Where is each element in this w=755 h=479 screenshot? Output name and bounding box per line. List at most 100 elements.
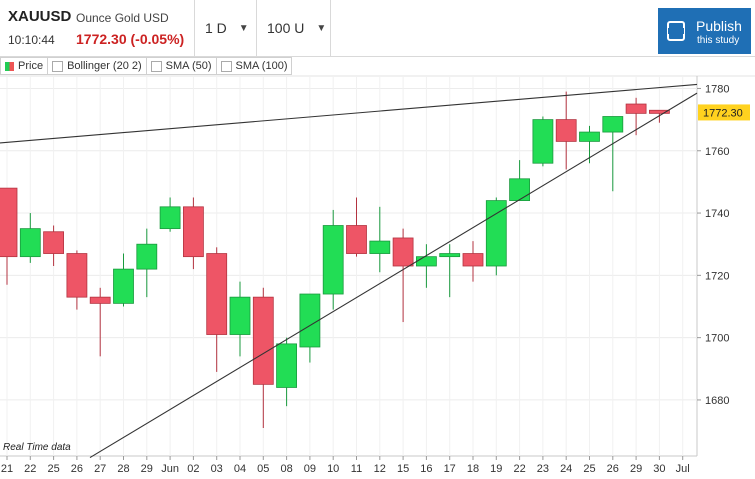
candle-body xyxy=(322,225,344,295)
publish-label: Publish xyxy=(696,18,742,34)
candle-body xyxy=(66,253,88,298)
resistance-trendline xyxy=(0,83,698,144)
checkbox-icon xyxy=(150,60,162,72)
chart-header: XAUUSD Ounce Gold USD 10:10:44 1772.30 (… xyxy=(0,0,755,57)
candle-body xyxy=(299,293,321,348)
x-tick-label: 02 xyxy=(187,463,199,475)
y-tick-label: 1720 xyxy=(705,270,729,282)
candle-body xyxy=(89,296,111,304)
candle-body xyxy=(462,253,484,267)
x-tick-label: 16 xyxy=(420,463,432,475)
y-tick-label: 1700 xyxy=(705,333,729,345)
x-tick-label: 11 xyxy=(351,463,362,475)
candle-body xyxy=(229,296,251,335)
x-tick-label: 29 xyxy=(630,463,642,475)
y-tick-label: 1760 xyxy=(705,146,729,158)
candle-body xyxy=(19,228,41,258)
indicator-legend: Price Bollinger (20 2) SMA (50) SMA (100… xyxy=(0,57,293,75)
candle-body xyxy=(532,119,554,164)
divider xyxy=(194,0,195,56)
x-tick-label: 03 xyxy=(211,463,223,475)
interval-dropdown[interactable]: 1 D ▼ xyxy=(205,0,249,56)
x-tick-label: 26 xyxy=(607,463,619,475)
x-tick-label: 09 xyxy=(304,463,316,475)
last-price-badge xyxy=(698,104,750,121)
checkbox-icon xyxy=(220,60,232,72)
realtime-note: Real Time data xyxy=(3,442,71,453)
candle-body xyxy=(252,296,274,385)
candle-body xyxy=(649,109,670,114)
candle-body xyxy=(0,187,18,258)
x-tick-label: 25 xyxy=(47,463,59,475)
x-tick-label: 05 xyxy=(257,463,269,475)
chevron-down-icon: ▼ xyxy=(238,22,249,34)
x-tick-label: 19 xyxy=(490,463,502,475)
y-tick-label: 1740 xyxy=(705,208,729,220)
legend-price[interactable]: Price xyxy=(0,57,49,75)
legend-label: SMA (50) xyxy=(165,60,212,72)
x-tick-label: 22 xyxy=(513,463,525,475)
x-tick-label: 08 xyxy=(280,463,292,475)
legend-sma-100[interactable]: SMA (100) xyxy=(216,57,293,75)
publish-icon xyxy=(667,21,685,41)
candle-body xyxy=(485,200,507,267)
x-tick-label: 26 xyxy=(71,463,83,475)
x-tick-label: 28 xyxy=(117,463,129,475)
legend-sma-50[interactable]: SMA (50) xyxy=(146,57,217,75)
x-tick-label: 17 xyxy=(444,463,456,475)
x-tick-label: 15 xyxy=(397,463,409,475)
candle-body xyxy=(346,225,367,254)
x-tick-label: 25 xyxy=(583,463,595,475)
x-tick-label: Jun xyxy=(161,463,179,475)
publish-sublabel: this study xyxy=(697,35,740,46)
candle-body xyxy=(276,343,298,388)
x-tick-label: 30 xyxy=(653,463,665,475)
candle-body xyxy=(182,206,204,258)
candle-body xyxy=(43,231,64,254)
x-tick-label: Jul xyxy=(676,463,690,475)
x-tick-label: 22 xyxy=(24,463,36,475)
candle-body xyxy=(392,237,414,267)
checkbox-icon xyxy=(52,60,64,72)
candle-body xyxy=(206,253,228,335)
price-swatch xyxy=(5,61,14,71)
chevron-down-icon: ▼ xyxy=(316,22,327,34)
price-change: 1772.30 (-0.05%) xyxy=(76,31,185,47)
candle-body xyxy=(415,256,437,267)
last-price-label: 1772.30 xyxy=(703,107,743,119)
publish-button[interactable]: Publish this study xyxy=(658,8,751,54)
x-tick-label: 12 xyxy=(374,463,386,475)
legend-bollinger[interactable]: Bollinger (20 2) xyxy=(48,57,147,75)
candle-body xyxy=(602,116,624,133)
legend-label: Price xyxy=(18,60,44,72)
x-tick-label: 04 xyxy=(234,463,246,475)
candle-body xyxy=(625,103,647,114)
divider xyxy=(256,0,257,56)
range-dropdown[interactable]: 100 U ▼ xyxy=(267,0,326,56)
y-tick-label: 1780 xyxy=(705,83,729,95)
candle-body xyxy=(579,131,600,142)
candle-body xyxy=(509,178,531,201)
x-tick-label: 21 xyxy=(1,463,13,475)
interval-value: 1 D xyxy=(205,20,227,36)
candle-body xyxy=(136,243,158,270)
x-tick-label: 23 xyxy=(537,463,549,475)
support-trendline xyxy=(89,92,698,459)
quote-time: 10:10:44 xyxy=(8,33,55,47)
candle-body xyxy=(369,240,391,254)
x-tick-label: 27 xyxy=(94,463,106,475)
x-tick-label: 10 xyxy=(327,463,339,475)
candle-body xyxy=(159,206,181,230)
candle-body xyxy=(439,253,461,258)
y-tick-label: 1680 xyxy=(705,395,729,407)
symbol-ticker: XAUUSD xyxy=(8,8,72,25)
x-tick-label: 18 xyxy=(467,463,479,475)
legend-label: SMA (100) xyxy=(235,60,288,72)
x-tick-label: 29 xyxy=(141,463,153,475)
range-value: 100 U xyxy=(267,20,305,36)
candle-body xyxy=(113,268,134,304)
instrument-name: Ounce Gold USD xyxy=(76,11,169,25)
candle-body xyxy=(555,119,577,142)
divider xyxy=(330,0,331,56)
x-tick-label: 24 xyxy=(560,463,572,475)
